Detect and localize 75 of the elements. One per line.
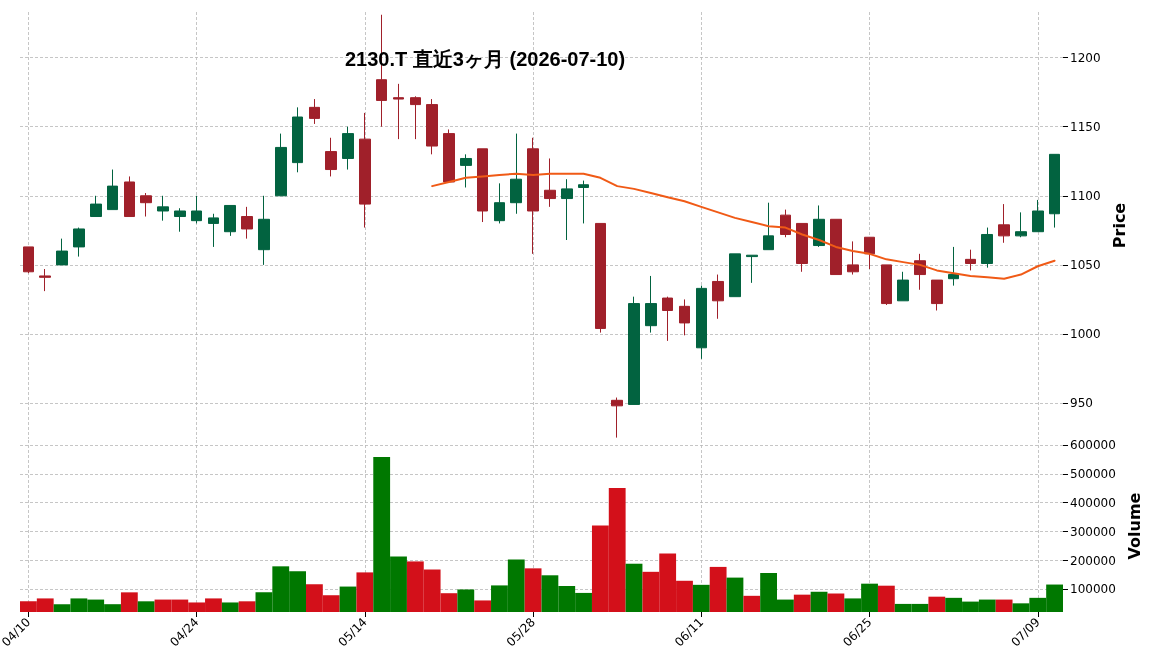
y-tick-label: 1000 [1070, 326, 1101, 341]
candlestick [544, 157, 556, 208]
candlestick [527, 137, 539, 255]
candlestick [1049, 153, 1060, 229]
candlestick [696, 285, 707, 360]
candlestick [628, 296, 640, 405]
candlestick [56, 238, 68, 266]
y-tick-label: 400000 [1070, 495, 1116, 510]
candlestick [292, 106, 303, 173]
candlestick [342, 126, 354, 171]
candlestick [494, 182, 505, 224]
y-tick-label: 200000 [1070, 553, 1116, 568]
candlestick [39, 268, 51, 292]
y-tick-label: 1200 [1070, 50, 1101, 65]
candlestick [258, 195, 270, 266]
candlestick [208, 213, 219, 248]
candlestick [847, 240, 859, 276]
y-tick-label: 950 [1070, 396, 1093, 411]
candlestick [1032, 199, 1044, 233]
candlestick [191, 195, 202, 224]
y-tick-label: 600000 [1070, 437, 1116, 452]
candlestick [174, 207, 186, 233]
candlestick [224, 204, 236, 237]
candlestick [611, 397, 623, 439]
candlestick [241, 206, 253, 240]
candlestick [813, 204, 825, 248]
candlestick [780, 209, 791, 238]
candlestick [275, 133, 287, 197]
y-tick-label: 500000 [1070, 466, 1116, 481]
candlestick [931, 279, 943, 311]
candlestick [359, 112, 371, 229]
candlestick [965, 249, 976, 271]
candlestick [510, 133, 522, 215]
y-axis-title: Volume [1125, 492, 1145, 560]
candlestick [140, 192, 152, 218]
candlestick [796, 222, 808, 273]
candlestick [443, 128, 455, 183]
candlestick [763, 202, 774, 251]
candlestick [981, 227, 993, 269]
candlestick [729, 253, 741, 298]
candlestick [325, 137, 337, 177]
candlestick [157, 195, 169, 222]
candlestick [595, 222, 606, 334]
candlestick [23, 246, 34, 274]
y-axis-title: Price [1109, 202, 1129, 249]
candlestick [679, 298, 690, 336]
y-tick-label: 1150 [1070, 119, 1101, 134]
candlestick [830, 218, 842, 276]
candlestick [662, 296, 673, 342]
candlestick [309, 98, 320, 125]
candlestick [881, 264, 892, 306]
candlestick [477, 148, 488, 223]
y-tick-label: 100000 [1070, 582, 1116, 597]
candlestick [90, 195, 102, 218]
candlestick [124, 175, 135, 218]
candlestick [410, 95, 421, 140]
candlestick [712, 274, 724, 320]
y-tick-label: 1050 [1070, 257, 1101, 272]
line-series [431, 172, 1056, 280]
candlestick [1015, 211, 1027, 238]
candlestick [897, 271, 909, 302]
candlestick [426, 98, 438, 155]
candlestick [561, 178, 573, 241]
candlestick [73, 227, 85, 258]
y-tick-label: 300000 [1070, 524, 1116, 539]
y-tick-label: 1100 [1070, 188, 1101, 203]
candlestick [746, 254, 758, 284]
candlestick [998, 203, 1010, 244]
candlestick [948, 246, 959, 287]
candlestick [107, 169, 118, 211]
candlestick [645, 275, 657, 334]
candlestick [578, 180, 589, 224]
candlestick [393, 83, 404, 140]
candlestick [460, 153, 472, 188]
candlestick [864, 236, 875, 270]
